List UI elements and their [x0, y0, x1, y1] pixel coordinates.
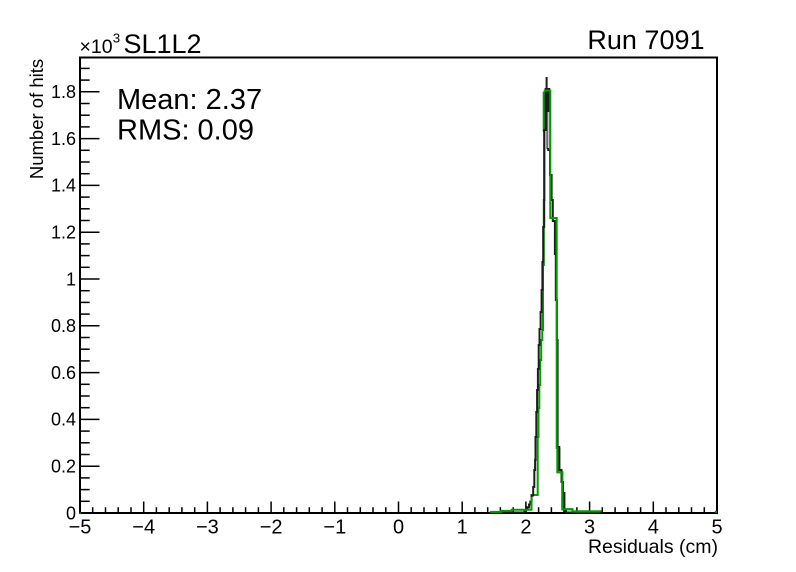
svg-text:1.4: 1.4: [51, 176, 76, 196]
svg-text:4: 4: [648, 517, 659, 539]
svg-text:0.6: 0.6: [51, 363, 76, 383]
svg-text:1.6: 1.6: [51, 129, 76, 149]
svg-text:Mean: 2.37: Mean: 2.37: [117, 84, 262, 116]
svg-text:−3: −3: [196, 517, 219, 539]
svg-text:Run 7091: Run 7091: [587, 25, 704, 55]
svg-text:1: 1: [457, 517, 468, 539]
svg-text:3: 3: [584, 517, 595, 539]
svg-text:−4: −4: [132, 517, 155, 539]
svg-text:−2: −2: [260, 517, 283, 539]
svg-text:RMS: 0.09: RMS: 0.09: [117, 114, 254, 146]
svg-text:0: 0: [66, 503, 76, 523]
svg-text:0: 0: [393, 517, 404, 539]
svg-text:2: 2: [520, 517, 531, 539]
svg-text:3: 3: [113, 31, 120, 46]
svg-text:×10: ×10: [80, 36, 113, 58]
svg-text:1.8: 1.8: [51, 82, 76, 102]
svg-text:0.8: 0.8: [51, 316, 76, 336]
svg-text:1.2: 1.2: [51, 223, 76, 243]
svg-text:Residuals (cm): Residuals (cm): [588, 536, 718, 558]
svg-text:SL1L2: SL1L2: [124, 29, 202, 59]
svg-text:Number of hits: Number of hits: [26, 59, 47, 179]
svg-text:−1: −1: [323, 517, 346, 539]
svg-text:0.2: 0.2: [51, 457, 76, 477]
svg-text:5: 5: [711, 517, 722, 539]
svg-text:1: 1: [66, 269, 76, 289]
svg-text:0.4: 0.4: [51, 410, 76, 430]
svg-text:−5: −5: [69, 517, 92, 539]
